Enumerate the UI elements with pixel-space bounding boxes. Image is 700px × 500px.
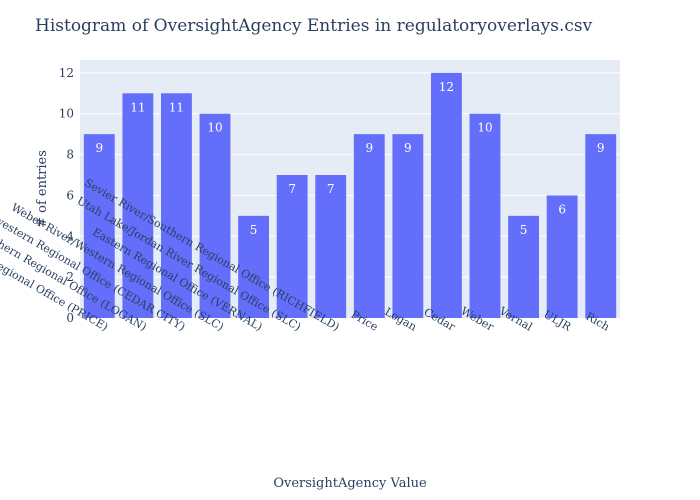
bar-value-label: 7 bbox=[288, 182, 296, 196]
bar-value-label: 12 bbox=[439, 80, 454, 94]
bar bbox=[315, 175, 347, 318]
bar-value-label: 7 bbox=[327, 182, 335, 196]
y-tick-label: 6 bbox=[66, 188, 74, 202]
y-ticks: 0 2 4 6 8 10 12 bbox=[59, 66, 75, 325]
bar bbox=[508, 215, 539, 318]
y-tick-label: 2 bbox=[66, 270, 74, 284]
bar-value-label: 11 bbox=[169, 100, 184, 114]
bar-value-label: 9 bbox=[597, 141, 605, 155]
chart-title: Histogram of OversightAgency Entries in … bbox=[35, 16, 593, 36]
bar bbox=[392, 134, 424, 318]
bar bbox=[276, 175, 308, 318]
bar-value-label: 5 bbox=[520, 223, 528, 237]
bar-value-label: 6 bbox=[558, 202, 566, 216]
bar-value-label: 9 bbox=[404, 141, 412, 155]
bar bbox=[585, 134, 617, 318]
y-tick-label: 8 bbox=[66, 148, 74, 162]
bar bbox=[469, 113, 501, 319]
bar bbox=[431, 72, 462, 319]
bar-labels: 9 11 11 10 5 7 7 9 9 12 10 5 6 9 bbox=[95, 80, 604, 237]
x-axis-label: OversightAgency Value bbox=[273, 476, 427, 491]
bar-value-label: 5 bbox=[250, 223, 258, 237]
bar-value-label: 10 bbox=[477, 121, 492, 135]
y-tick-label: 12 bbox=[59, 66, 74, 80]
bar bbox=[161, 93, 192, 319]
bar bbox=[353, 134, 385, 318]
y-tick-label: 10 bbox=[59, 107, 74, 121]
bar-value-label: 10 bbox=[207, 121, 222, 135]
bar bbox=[83, 134, 115, 318]
bar bbox=[122, 93, 154, 319]
bars bbox=[83, 72, 617, 319]
bar bbox=[238, 215, 269, 318]
bar-value-label: 9 bbox=[365, 141, 373, 155]
bar-value-label: 11 bbox=[130, 100, 145, 114]
y-tick-label: 4 bbox=[66, 229, 74, 243]
y-axis-label: # of entries bbox=[35, 150, 50, 228]
bar bbox=[199, 113, 231, 319]
bar bbox=[546, 195, 578, 318]
y-tick-label: 0 bbox=[66, 311, 74, 325]
bar-value-label: 9 bbox=[95, 141, 103, 155]
